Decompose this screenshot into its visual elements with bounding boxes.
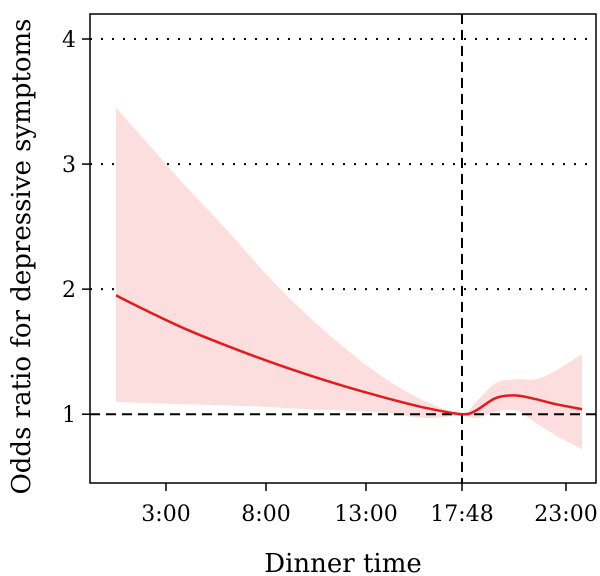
y-tick-label: 2: [62, 278, 76, 303]
y-tick-label: 3: [62, 153, 76, 178]
y-tick-label: 4: [62, 28, 76, 53]
confidence-band: [116, 107, 582, 450]
series-line: [115, 294, 583, 416]
x-tick-label: 13:00: [334, 502, 397, 527]
x-tick-label: 17:48: [430, 502, 493, 527]
reference-lines: [90, 14, 596, 483]
y-tick-label: 1: [62, 403, 76, 428]
x-axis-label: Dinner time: [264, 549, 422, 576]
y-axis-ticks: 1 2 3 4: [62, 28, 90, 428]
x-tick-label: 3:00: [141, 502, 190, 527]
plot-frame: [89, 13, 597, 484]
x-tick-label: 8:00: [241, 502, 290, 527]
x-axis-ticks: 3:00 8:00 13:00 17:48 23:00: [141, 483, 598, 527]
y-axis-label: Odds ratio for depressive symptoms: [7, 18, 37, 494]
y-gridlines: [90, 38, 596, 291]
x-tick-label: 23:00: [534, 502, 597, 527]
